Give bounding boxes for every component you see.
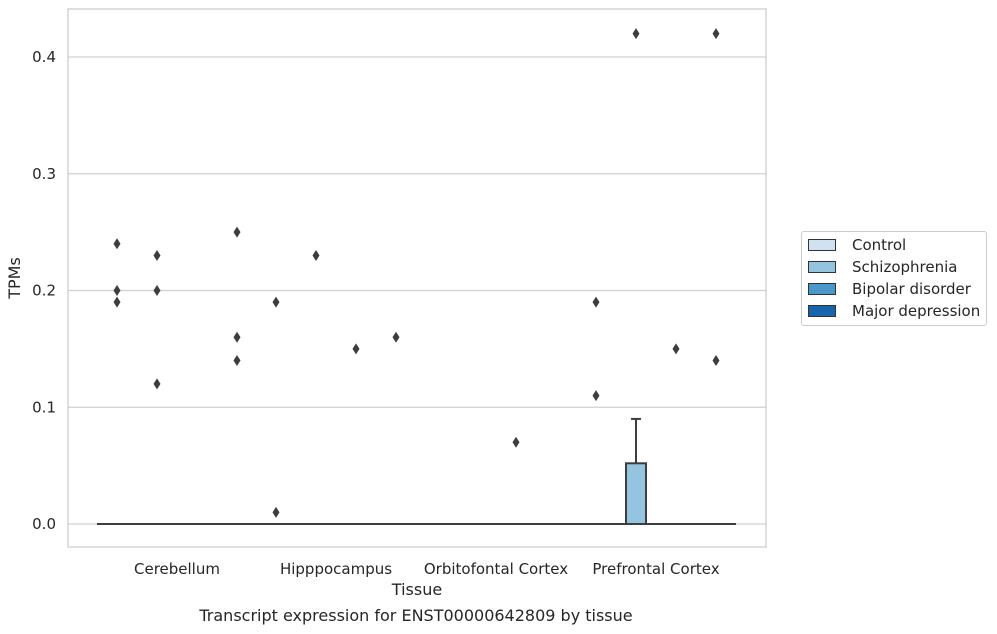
outlier-point — [272, 296, 280, 308]
outlier-point — [233, 331, 241, 343]
box-body — [625, 462, 647, 526]
x-tick-label: Cerebellum — [134, 560, 220, 578]
outlier-point — [352, 343, 360, 355]
box-schizophrenia — [616, 417, 656, 526]
outlier-point — [113, 285, 121, 296]
outlier-point — [233, 355, 241, 367]
x-tick-label: Prefrontal Cortex — [592, 560, 719, 578]
outlier-point — [392, 331, 400, 343]
outliers-layer — [113, 28, 720, 518]
legend-label: Control — [852, 236, 907, 254]
outlier-point — [712, 355, 720, 367]
legend-swatch — [808, 239, 836, 251]
x-tick-label: Hipppocampus — [280, 560, 392, 578]
legend-item-schizophrenia: Schizophrenia — [808, 258, 957, 276]
legend-swatch — [808, 261, 836, 273]
x-tick-label: Orbitofontal Cortex — [424, 560, 568, 578]
outlier-point — [113, 238, 121, 250]
outlier-point — [153, 249, 161, 261]
outlier-point — [632, 28, 640, 40]
y-tick-label: 0.4 — [32, 48, 56, 66]
legend: Control Schizophrenia Bipolar disorder M… — [801, 231, 987, 326]
y-axis-label: TPMs — [5, 257, 24, 300]
legend-item-major-depression: Major depression — [808, 302, 980, 320]
outlier-point — [672, 343, 680, 355]
outlier-point — [592, 296, 600, 308]
legend-label: Bipolar disorder — [852, 280, 971, 298]
outlier-point — [153, 285, 161, 296]
x-axis-label: Tissue — [391, 580, 442, 599]
legend-label: Schizophrenia — [852, 258, 958, 276]
grid-lines — [68, 56, 766, 525]
legend-item-bipolar-disorder: Bipolar disorder — [808, 280, 971, 298]
boxes-layer — [97, 417, 736, 526]
outlier-point — [592, 390, 600, 402]
y-tick-label: 0.3 — [32, 165, 56, 183]
x-axis-ticks: Cerebellum Hipppocampus Orbitofontal Corte… — [134, 560, 720, 578]
y-axis-ticks: 0.0 0.1 0.2 0.3 0.4 — [32, 48, 56, 533]
outlier-point — [153, 378, 161, 390]
outlier-point — [233, 226, 241, 238]
legend-swatch — [808, 305, 836, 317]
outlier-point — [712, 28, 720, 40]
legend-swatch — [808, 283, 836, 295]
outlier-point — [512, 436, 520, 448]
plot-area-frame — [67, 8, 767, 548]
legend-item-control: Control — [808, 236, 906, 254]
outlier-point — [113, 296, 121, 308]
outlier-point — [272, 506, 280, 518]
outlier-point — [312, 249, 320, 261]
y-tick-label: 0.0 — [32, 515, 56, 533]
y-tick-label: 0.2 — [32, 282, 56, 300]
chart-caption: Transcript expression for ENST0000064280… — [199, 606, 633, 625]
legend-label: Major depression — [852, 302, 981, 320]
y-tick-label: 0.1 — [32, 398, 56, 416]
